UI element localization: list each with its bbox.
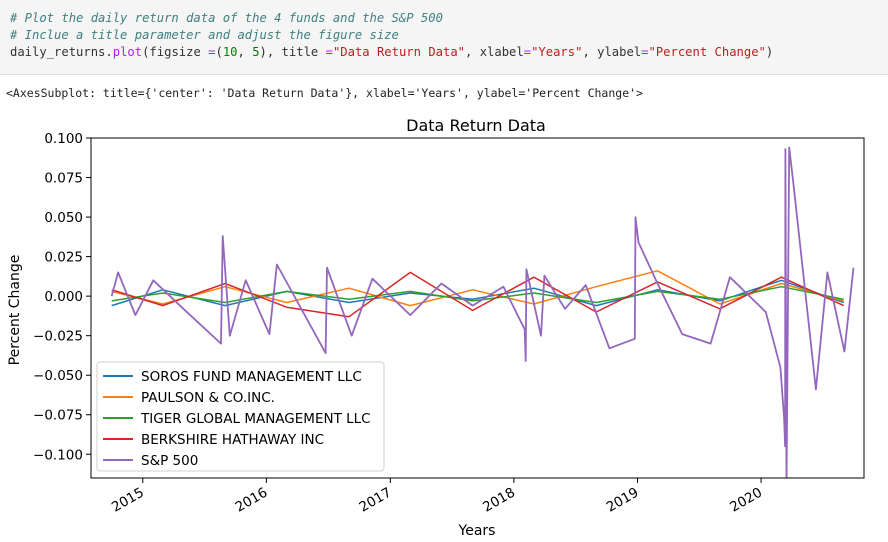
x-axis: 2015 2016 2017 2018 2019 2020: [109, 478, 765, 516]
cell-output-text: <AxesSubplot: title={'center': 'Data Ret…: [6, 86, 643, 100]
x-tick-label: 2018: [480, 485, 518, 516]
x-tick-label: 2019: [604, 485, 642, 516]
series-line-1: [111, 279, 844, 307]
x-tick-label: 2016: [233, 485, 271, 516]
code-comment-line-2: # Inclue a title parameter and adjust th…: [10, 28, 399, 42]
series-lines: [110, 146, 855, 478]
series-line-2: [111, 270, 844, 307]
x-tick-label: 2020: [727, 485, 765, 516]
legend: SOROS FUND MANAGEMENT LLC PAULSON & CO.IN…: [96, 361, 385, 472]
legend-item-label: SOROS FUND MANAGEMENT LLC: [141, 369, 362, 385]
y-axis-label: Percent Change: [7, 255, 23, 366]
line-chart: Data Return Data Percent Change Years 0.…: [7, 116, 865, 539]
legend-item-label: BERKSHIRE HATHAWAY INC: [141, 432, 324, 448]
x-tick-label: 2017: [357, 485, 395, 516]
series-line-3: [111, 285, 844, 304]
code-line-3: daily_returns.plot(figsize =(10, 5), tit…: [10, 45, 774, 59]
y-tick-label: −0.025: [33, 329, 83, 345]
y-tick-label: −0.050: [33, 368, 83, 384]
y-tick-label: 0.000: [44, 289, 83, 305]
legend-box: [96, 361, 385, 472]
y-tick-label: 0.025: [44, 250, 83, 266]
code-comment-line-1: # Plot the daily return data of the 4 fu…: [10, 11, 443, 25]
code-cell[interactable]: # Plot the daily return data of the 4 fu…: [0, 0, 888, 75]
x-axis-label: Years: [458, 523, 496, 539]
y-tick-label: 0.100: [44, 131, 83, 147]
legend-item-label: PAULSON & CO.INC.: [141, 390, 275, 406]
y-tick-label: 0.050: [44, 210, 83, 226]
y-tick-label: 0.075: [44, 171, 83, 187]
series-line-5: [110, 146, 855, 478]
code-editor[interactable]: # Plot the daily return data of the 4 fu…: [10, 10, 773, 61]
y-tick-label: −0.075: [33, 408, 83, 424]
plot-frame: [90, 137, 865, 479]
x-tick-label: 2015: [109, 485, 147, 516]
y-tick-label: −0.100: [33, 447, 83, 463]
y-axis: 0.100 0.075 0.050 0.025 0.000 −0.025 −0.050 −0.…: [33, 131, 91, 463]
legend-item-label: S&P 500: [141, 453, 198, 469]
chart-title: Data Return Data: [406, 116, 546, 135]
legend-item-label: TIGER GLOBAL MANAGEMENT LLC: [140, 411, 371, 427]
